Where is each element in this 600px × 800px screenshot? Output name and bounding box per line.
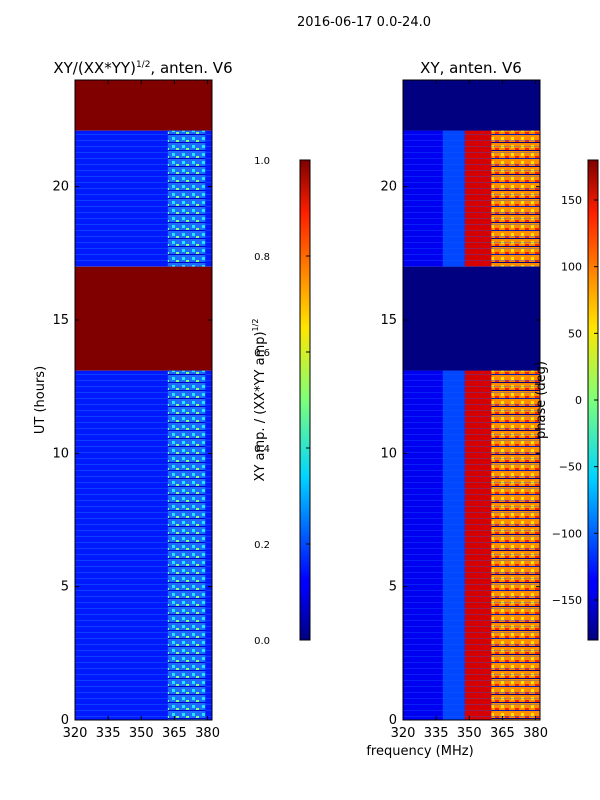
shared-x-axis-label: frequency (MHz)	[366, 744, 473, 759]
right-xtick-label: 350	[457, 726, 482, 741]
right-ytick-label: 0	[389, 713, 397, 728]
right-panel: XY, anten. V6 320 335 350 365 380 0 5 10 15 20	[380, 59, 548, 741]
left-colorbar-tick-label: 0.6	[254, 348, 270, 359]
right-band-texture-overlay	[403, 370, 540, 720]
right-colorbar-tick-label: 100	[561, 261, 582, 274]
left-colorbar-scale	[299, 159, 311, 641]
right-plot-frame	[402, 79, 541, 721]
right-band-texture-overlay	[403, 130, 540, 267]
left-colorbar-tick-label: 0.8	[254, 252, 270, 263]
right-y-axis: 0 5 10 15 20	[380, 180, 540, 728]
right-colorbar-tick-label: 50	[568, 327, 582, 340]
right-panel-title: XY, anten. V6	[420, 59, 522, 77]
right-colorbar-tick-label: −100	[552, 527, 582, 540]
left-panel: XY/(XX*YY)1/2, anten. V6 320 335 350 365 380…	[33, 59, 233, 741]
left-ytick-label: 0	[61, 713, 69, 728]
left-y-axis-label: UT (hours)	[33, 366, 48, 434]
left-ytick-label: 5	[61, 580, 69, 595]
left-x-axis: 320 335 350 365 380	[63, 80, 220, 741]
left-colorbar: 0.0 0.2 0.4 0.6 0.8 1.0 XY amp. / (XX*YY amp)…	[251, 156, 311, 647]
left-xtick-label: 350	[129, 726, 154, 741]
left-colorbar-tick-label: 1.0	[254, 156, 270, 167]
right-colorbar-ticks: −150 −100 −50 0 50 100 150	[552, 194, 598, 607]
left-heatmap-bands	[75, 80, 212, 720]
left-colorbar-label: XY amp. / (XX*YY amp)1/2	[251, 319, 268, 482]
left-xtick-label: 335	[96, 726, 121, 741]
left-ytick-label: 15	[52, 313, 69, 328]
left-xtick-label: 365	[162, 726, 187, 741]
right-ytick-label: 15	[380, 313, 397, 328]
right-heatmap-bands	[403, 80, 540, 720]
left-high-amplitude-region	[167, 130, 206, 267]
left-colorbar-tick-label: 0.0	[254, 636, 270, 647]
right-colorbar-label: phase (deg)	[534, 361, 549, 439]
left-colorbar-tick-label: 0.4	[254, 444, 270, 455]
right-x-axis: 320 335 350 365 380	[391, 80, 548, 741]
right-ytick-label: 20	[380, 180, 397, 195]
right-colorbar-tick-label: −150	[552, 594, 582, 607]
left-high-amplitude-region	[167, 370, 206, 720]
left-ytick-label: 10	[52, 446, 69, 461]
left-ytick-label: 20	[52, 180, 69, 195]
right-colorbar-tick-label: −50	[559, 461, 582, 474]
left-colorbar-ticks: 0.0 0.2 0.4 0.6 0.8 1.0	[254, 156, 310, 647]
right-xtick-label: 320	[391, 726, 416, 741]
left-y-axis: 0 5 10 15 20	[52, 180, 212, 728]
left-panel-title: XY/(XX*YY)1/2, anten. V6	[53, 59, 232, 77]
left-plot-frame	[74, 79, 213, 721]
right-colorbar-tick-label: 150	[561, 194, 582, 207]
right-ytick-label: 5	[389, 580, 397, 595]
right-band-flagged	[403, 80, 540, 131]
right-colorbar: −150 −100 −50 0 50 100 150 phase (deg)	[534, 159, 599, 641]
right-xtick-label: 365	[490, 726, 515, 741]
right-xtick-label: 335	[424, 726, 449, 741]
left-xtick-label: 320	[63, 726, 88, 741]
right-ytick-label: 10	[380, 446, 397, 461]
right-colorbar-tick-label: 0	[575, 394, 582, 407]
left-band-flagged	[75, 80, 212, 131]
left-xtick-label: 380	[195, 726, 220, 741]
figure-suptitle: 2016-06-17 0.0-24.0	[297, 15, 431, 30]
left-colorbar-tick-label: 0.2	[254, 540, 270, 551]
right-xtick-label: 380	[523, 726, 548, 741]
left-band-flagged	[75, 266, 212, 371]
right-band-flagged	[403, 266, 540, 371]
